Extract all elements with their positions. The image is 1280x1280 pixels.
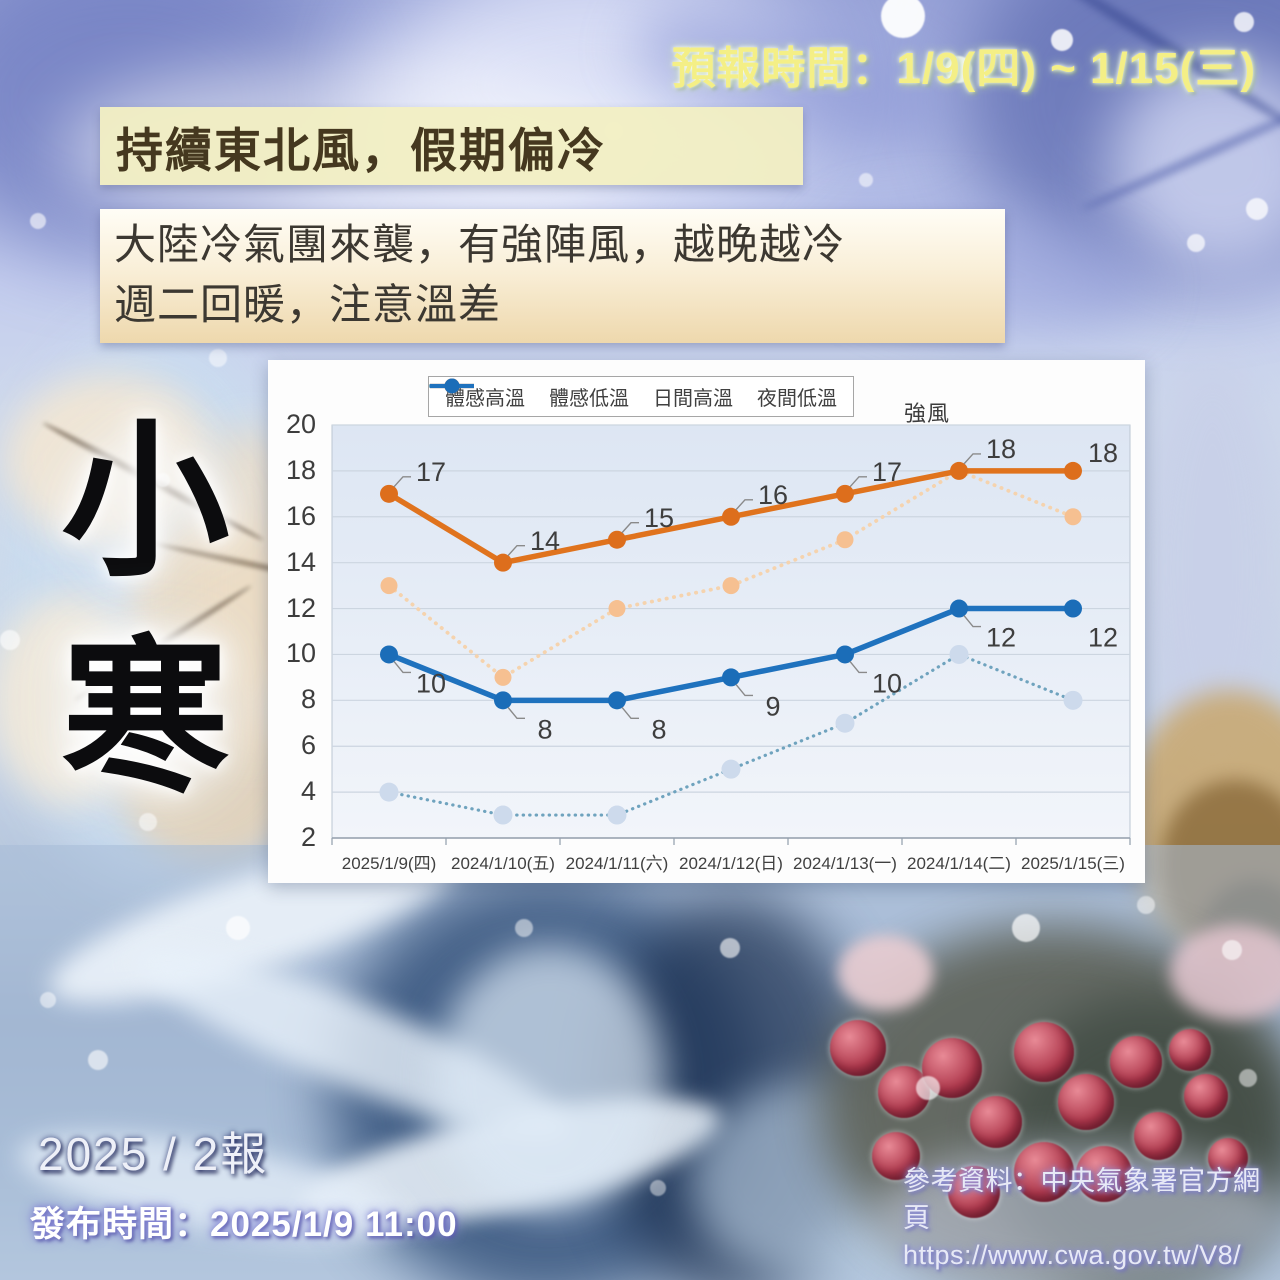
solar-term-char2: 寒	[61, 627, 230, 813]
svg-text:18: 18	[1088, 438, 1118, 468]
background-shape	[1160, 780, 1280, 950]
svg-text:17: 17	[416, 457, 446, 487]
x-axis-tick-label: 2024/1/10(五)	[451, 854, 555, 873]
legend-marker-icon	[430, 378, 474, 394]
snow-dot	[1187, 234, 1205, 252]
title-banner: 持續東北風，假期偏冷	[100, 107, 803, 185]
snow-dot	[859, 173, 873, 187]
berry	[1184, 1074, 1228, 1118]
svg-text:15: 15	[644, 503, 674, 533]
snow-dot	[515, 919, 533, 937]
background-shape	[600, 895, 870, 1280]
berry	[970, 1096, 1022, 1148]
snow-dot	[1239, 1069, 1257, 1087]
forecast-time-text: 預報時間：1/9(四) ~ 1/15(三)	[671, 44, 1256, 93]
berry	[1014, 1022, 1074, 1082]
berry	[1058, 1074, 1114, 1130]
svg-text:16: 16	[758, 480, 788, 510]
background-shape	[838, 935, 933, 1010]
snow-dot	[1137, 896, 1155, 914]
reference-line2: https://www.cwa.gov.tw/V8/	[903, 1240, 1242, 1270]
snow-dot	[1222, 940, 1242, 960]
solar-term-char1: 小	[61, 411, 230, 597]
subtitle-line2: 週二回暖，注意溫差	[114, 281, 502, 328]
snow-dot	[650, 1180, 666, 1196]
snow-dot	[1246, 198, 1268, 220]
y-axis-tick-label: 18	[285, 454, 316, 485]
berry	[922, 1038, 982, 1098]
y-axis-tick-label: 8	[300, 684, 316, 715]
reference-source: 參考資料：中央氣象署官方網頁 https://www.cwa.gov.tw/V8…	[903, 1163, 1280, 1274]
background-shape	[1079, 95, 1280, 214]
snow-dot	[226, 916, 250, 940]
legend-label: 日間高溫	[653, 388, 733, 410]
svg-text:12: 12	[986, 623, 1016, 653]
report-number: 2025 / 2報	[38, 1128, 269, 1180]
berry	[1134, 1112, 1182, 1160]
x-axis-tick-label: 2024/1/14(二)	[907, 854, 1011, 873]
svg-text:8: 8	[651, 714, 666, 744]
legend-label: 體感高溫	[445, 388, 525, 410]
snow-dot	[30, 213, 46, 229]
x-axis-tick-label: 2024/1/13(一)	[793, 854, 897, 873]
berry	[1169, 1029, 1211, 1071]
snow-dot	[720, 938, 740, 958]
y-axis-tick-label: 2	[300, 822, 316, 852]
legend-label: 體感低溫	[549, 388, 629, 410]
y-axis-tick-label: 14	[285, 546, 316, 577]
x-axis-tick-label: 2025/1/9(四)	[341, 854, 437, 873]
svg-text:10: 10	[416, 669, 446, 699]
snow-dot	[209, 349, 227, 367]
svg-text:12: 12	[1088, 623, 1118, 653]
x-axis-tick-label: 2025/1/15(三)	[1021, 854, 1125, 873]
background-shape	[435, 945, 665, 1215]
snow-dot	[1012, 914, 1040, 942]
berry	[1110, 1036, 1162, 1088]
background-shape	[1125, 690, 1280, 960]
subtitle-line1: 大陸冷氣團來襲，有強陣風，越晚越冷	[114, 221, 846, 268]
snow-dot	[40, 992, 56, 1008]
y-axis-tick-label: 6	[300, 730, 316, 761]
y-axis-tick-label: 20	[285, 409, 316, 439]
berry	[830, 1020, 886, 1076]
x-axis-tick-label: 2024/1/11(六)	[565, 854, 669, 873]
snow-dot	[916, 1076, 940, 1100]
background-shape	[1170, 925, 1280, 1020]
y-axis-tick-label: 16	[285, 500, 316, 531]
y-axis-tick-label: 12	[285, 592, 316, 623]
berry	[878, 1066, 930, 1118]
issue-time: 發布時間：2025/1/9 11:00	[30, 1205, 458, 1244]
background-shape	[1140, 355, 1280, 785]
snow-dot	[0, 630, 20, 650]
subtitle-banner: 大陸冷氣團來襲，有強陣風，越晚越冷 週二回暖，注意溫差	[100, 209, 1005, 343]
svg-text:17: 17	[872, 457, 902, 487]
legend-label: 夜間低溫	[757, 388, 837, 410]
solar-term-label: 小 寒	[48, 406, 243, 818]
svg-text:14: 14	[530, 526, 560, 556]
legend-item: 夜間低溫	[430, 378, 837, 411]
page-title: 持續東北風，假期偏冷	[116, 123, 606, 177]
svg-text:18: 18	[986, 434, 1016, 464]
temperature-chart-panel: 體感高溫 體感低溫 日間高溫 夜間低溫 強風 17 14 15 16 17 18 18 10 8…	[268, 360, 1145, 883]
svg-text:10: 10	[872, 669, 902, 699]
strong-wind-annotation: 強風	[904, 401, 951, 426]
legend-item: 體感低溫	[429, 378, 629, 411]
svg-text:9: 9	[765, 692, 780, 722]
snow-dot	[88, 1050, 108, 1070]
svg-text:8: 8	[537, 714, 552, 744]
y-axis-tick-label: 4	[300, 776, 316, 807]
snow-dot	[1234, 12, 1254, 32]
reference-line1: 參考資料：中央氣象署官方網頁	[903, 1166, 1261, 1233]
background-shape	[1200, 880, 1280, 1000]
chart-legend: 體感高溫 體感低溫 日間高溫 夜間低溫	[428, 376, 854, 417]
legend-item: 日間高溫	[430, 378, 733, 411]
x-axis-tick-label: 2024/1/12(日)	[679, 854, 783, 873]
y-axis-tick-label: 10	[285, 638, 316, 669]
temperature-line-chart: 17 14 15 16 17 18 18 10 8 8 9 10 12 12	[331, 424, 1131, 845]
